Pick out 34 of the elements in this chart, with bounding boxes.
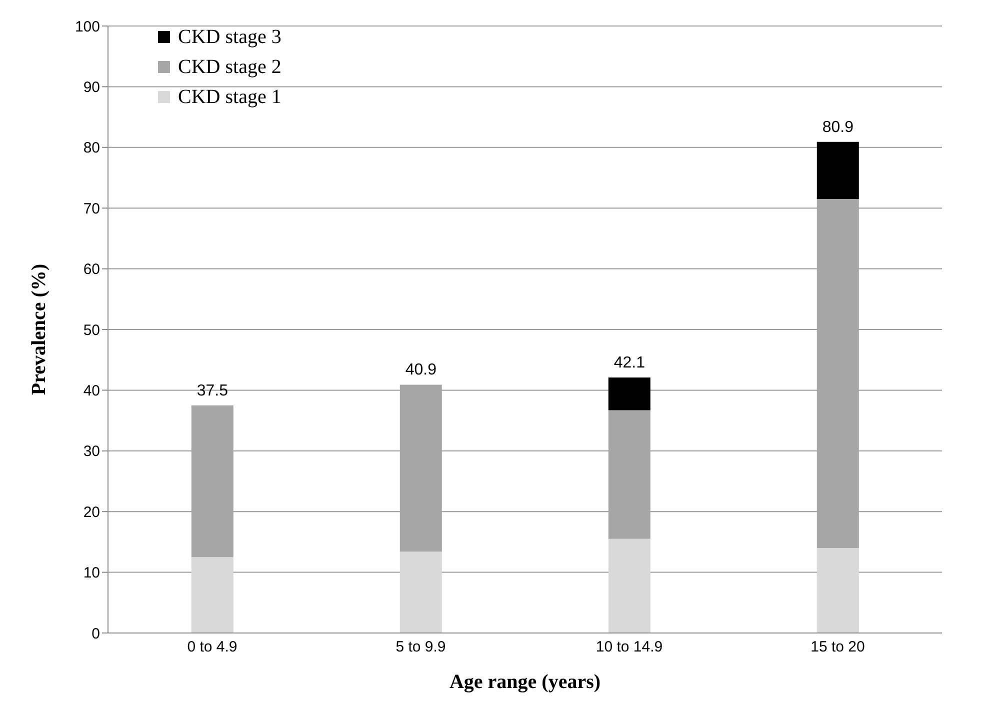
bar: [400, 552, 442, 633]
y-tick-label: 70: [83, 200, 100, 218]
y-tick-label: 30: [83, 443, 100, 460]
bar: [608, 377, 650, 410]
y-tick-label: 60: [83, 261, 100, 278]
y-axis-title: Prevalence (%): [28, 264, 50, 396]
bar: [816, 142, 859, 199]
y-tick-label: 80: [83, 140, 100, 157]
total-label: 42.1: [614, 354, 646, 372]
y-tick-label: 40: [83, 382, 100, 400]
bar: [608, 538, 650, 633]
y-tick-label: 100: [74, 18, 100, 36]
total-label: 40.9: [405, 362, 437, 379]
x-tick-label: 15 to 20: [810, 638, 865, 656]
legend-label: CKD stage 2: [178, 56, 282, 78]
bar: [191, 405, 234, 558]
bar: [608, 410, 650, 539]
x-tick-label: 5 to 9.9: [396, 638, 446, 656]
bar: [400, 384, 442, 552]
x-tick-label: 10 to 14.9: [596, 638, 663, 656]
total-label: 37.5: [196, 382, 228, 400]
x-axis-title: Age range (years): [449, 671, 601, 693]
y-tick-label: 50: [83, 322, 100, 339]
total-label: 80.9: [822, 118, 854, 136]
bar: [816, 548, 859, 633]
bar: [191, 557, 234, 633]
y-tick-label: 90: [83, 79, 100, 96]
y-tick-label: 20: [83, 504, 100, 521]
y-tick-label: 0: [92, 625, 100, 642]
x-tick-label: 0 to 4.9: [187, 638, 238, 656]
legend-label: CKD stage 3: [178, 26, 282, 48]
y-tick-label: 10: [83, 564, 100, 582]
bar: [816, 198, 859, 548]
legend-label: CKD stage 1: [178, 86, 282, 108]
